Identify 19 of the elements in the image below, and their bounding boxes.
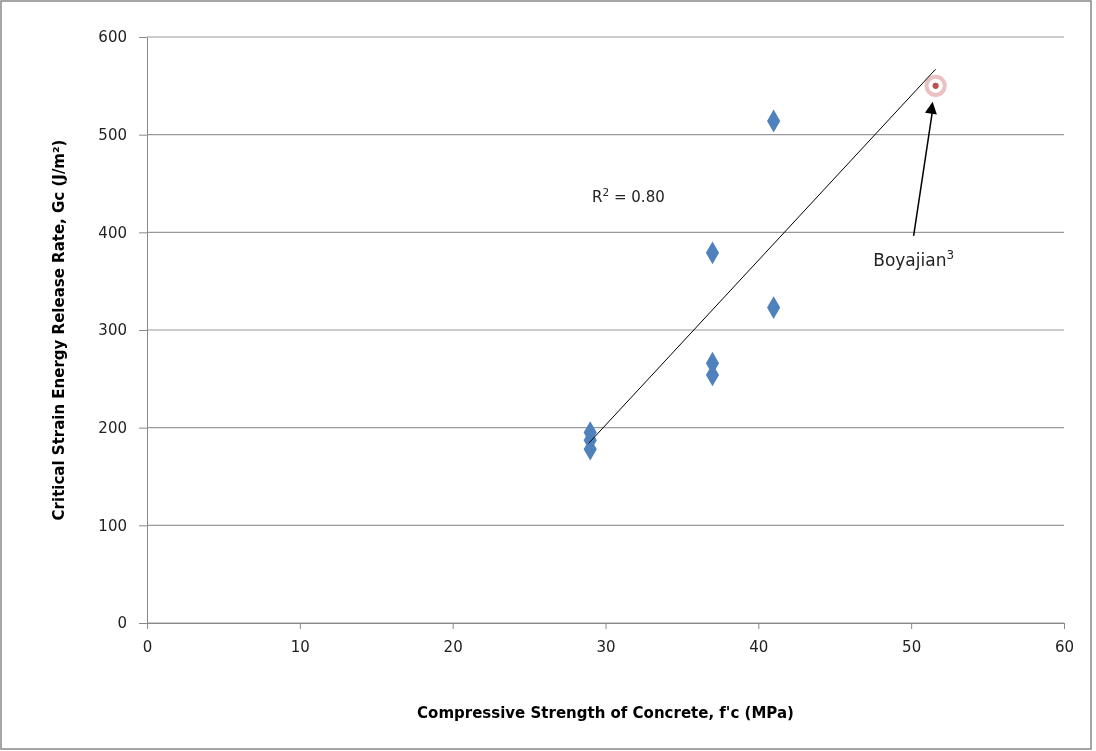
- y-axis-title: Critical Strain Energy Release Rate, Gc (J/m²): [50, 139, 68, 521]
- y-tick-label: 300: [98, 321, 127, 340]
- y-tick-label: 500: [98, 125, 127, 144]
- point: [924, 74, 947, 97]
- y-tick-label: 100: [98, 516, 127, 535]
- x-tick-label: 60: [1054, 637, 1075, 656]
- x-tick-label: 10: [290, 637, 310, 656]
- y-tick-label: 0: [117, 614, 127, 633]
- y-tick-label: 600: [98, 28, 127, 47]
- y-tick-label: 200: [98, 418, 127, 437]
- annotation: R$^{2}$ = 0.80: [592, 186, 665, 207]
- x-tick-label: 30: [596, 637, 616, 656]
- x-tick-label: 0: [142, 637, 153, 656]
- x-tick-label: 40: [749, 637, 769, 656]
- y-tick-label: 400: [98, 223, 127, 242]
- x-tick-label: 20: [443, 637, 463, 656]
- x-axis-title: Compressive Strength of Concrete, f'c (MPa): [417, 704, 794, 722]
- x-tick-label: 50: [902, 637, 922, 656]
- annotation: Boyajian$^{3}$: [873, 247, 954, 270]
